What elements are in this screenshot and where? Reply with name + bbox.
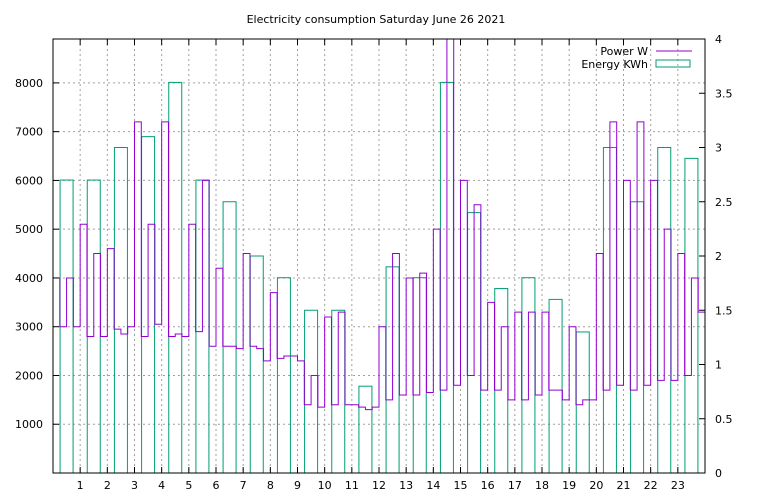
x-tick-label: 7 bbox=[240, 479, 247, 492]
energy-bar bbox=[548, 298, 563, 474]
left-y-tick-label: 2000 bbox=[15, 369, 43, 382]
grid-layer bbox=[53, 39, 705, 473]
x-tick-label: 2 bbox=[104, 479, 111, 492]
left-y-tick-label: 5000 bbox=[15, 223, 43, 236]
x-tick-label: 14 bbox=[426, 479, 440, 492]
power-series-line bbox=[53, 38, 705, 411]
legend: Power W Energy KWh bbox=[581, 45, 692, 71]
x-tick-label: 13 bbox=[399, 479, 413, 492]
x-tick-label: 17 bbox=[508, 479, 522, 492]
x-tick-label: 5 bbox=[185, 479, 192, 492]
left-y-tick-label: 3000 bbox=[15, 321, 43, 334]
x-tick-label: 22 bbox=[644, 479, 658, 492]
x-tick-label: 20 bbox=[589, 479, 603, 492]
left-y-tick-label: 4000 bbox=[15, 272, 43, 285]
x-tick-label: 10 bbox=[318, 479, 332, 492]
x-tick-label: 9 bbox=[294, 479, 301, 492]
x-tick-label: 21 bbox=[617, 479, 631, 492]
energy-bar bbox=[222, 201, 237, 474]
right-y-tick-label: 3.5 bbox=[715, 87, 733, 100]
chart-title: Electricity consumption Saturday June 26… bbox=[247, 13, 506, 26]
energy-bar bbox=[249, 255, 264, 474]
left-y-tick-label: 7000 bbox=[15, 126, 43, 139]
legend-swatch-energy bbox=[655, 59, 691, 68]
right-y-tick-label: 1 bbox=[715, 359, 722, 372]
left-y-tick-label: 6000 bbox=[15, 174, 43, 187]
right-y-tick-label: 2 bbox=[715, 250, 722, 263]
x-tick-label: 19 bbox=[562, 479, 576, 492]
left-y-tick-label: 1000 bbox=[15, 418, 43, 431]
right-y-tick-label: 0.5 bbox=[715, 413, 733, 426]
right-y-tick-label: 3 bbox=[715, 142, 722, 155]
energy-bar bbox=[113, 147, 128, 474]
x-tick-label: 1 bbox=[77, 479, 84, 492]
x-axis: 1 2 3 4 5 6 7 8 9 10 11 12 13 14 15 16 17 18 19 20 21 22 23 bbox=[77, 39, 685, 492]
legend-label-energy: Energy KWh bbox=[581, 58, 648, 71]
x-tick-label: 16 bbox=[481, 479, 495, 492]
x-tick-label: 11 bbox=[345, 479, 359, 492]
x-tick-label: 23 bbox=[671, 479, 685, 492]
right-y-axis: 0 0.5 1 1.5 2 2.5 3 3.5 4 bbox=[699, 33, 733, 480]
x-tick-label: 4 bbox=[158, 479, 165, 492]
x-tick-label: 15 bbox=[454, 479, 468, 492]
x-tick-label: 12 bbox=[372, 479, 386, 492]
energy-bar bbox=[358, 385, 373, 474]
x-tick-label: 3 bbox=[131, 479, 138, 492]
legend-label-power: Power W bbox=[600, 45, 648, 58]
right-y-tick-label: 0 bbox=[715, 467, 722, 480]
x-tick-label: 18 bbox=[535, 479, 549, 492]
x-tick-label: 8 bbox=[267, 479, 274, 492]
x-tick-label: 6 bbox=[213, 479, 220, 492]
right-y-tick-label: 4 bbox=[715, 33, 722, 46]
right-y-tick-label: 1.5 bbox=[715, 304, 733, 317]
left-y-tick-label: 8000 bbox=[15, 77, 43, 90]
left-y-axis: 1000 2000 3000 4000 5000 6000 7000 8000 bbox=[15, 77, 59, 431]
right-y-tick-label: 2.5 bbox=[715, 196, 733, 209]
